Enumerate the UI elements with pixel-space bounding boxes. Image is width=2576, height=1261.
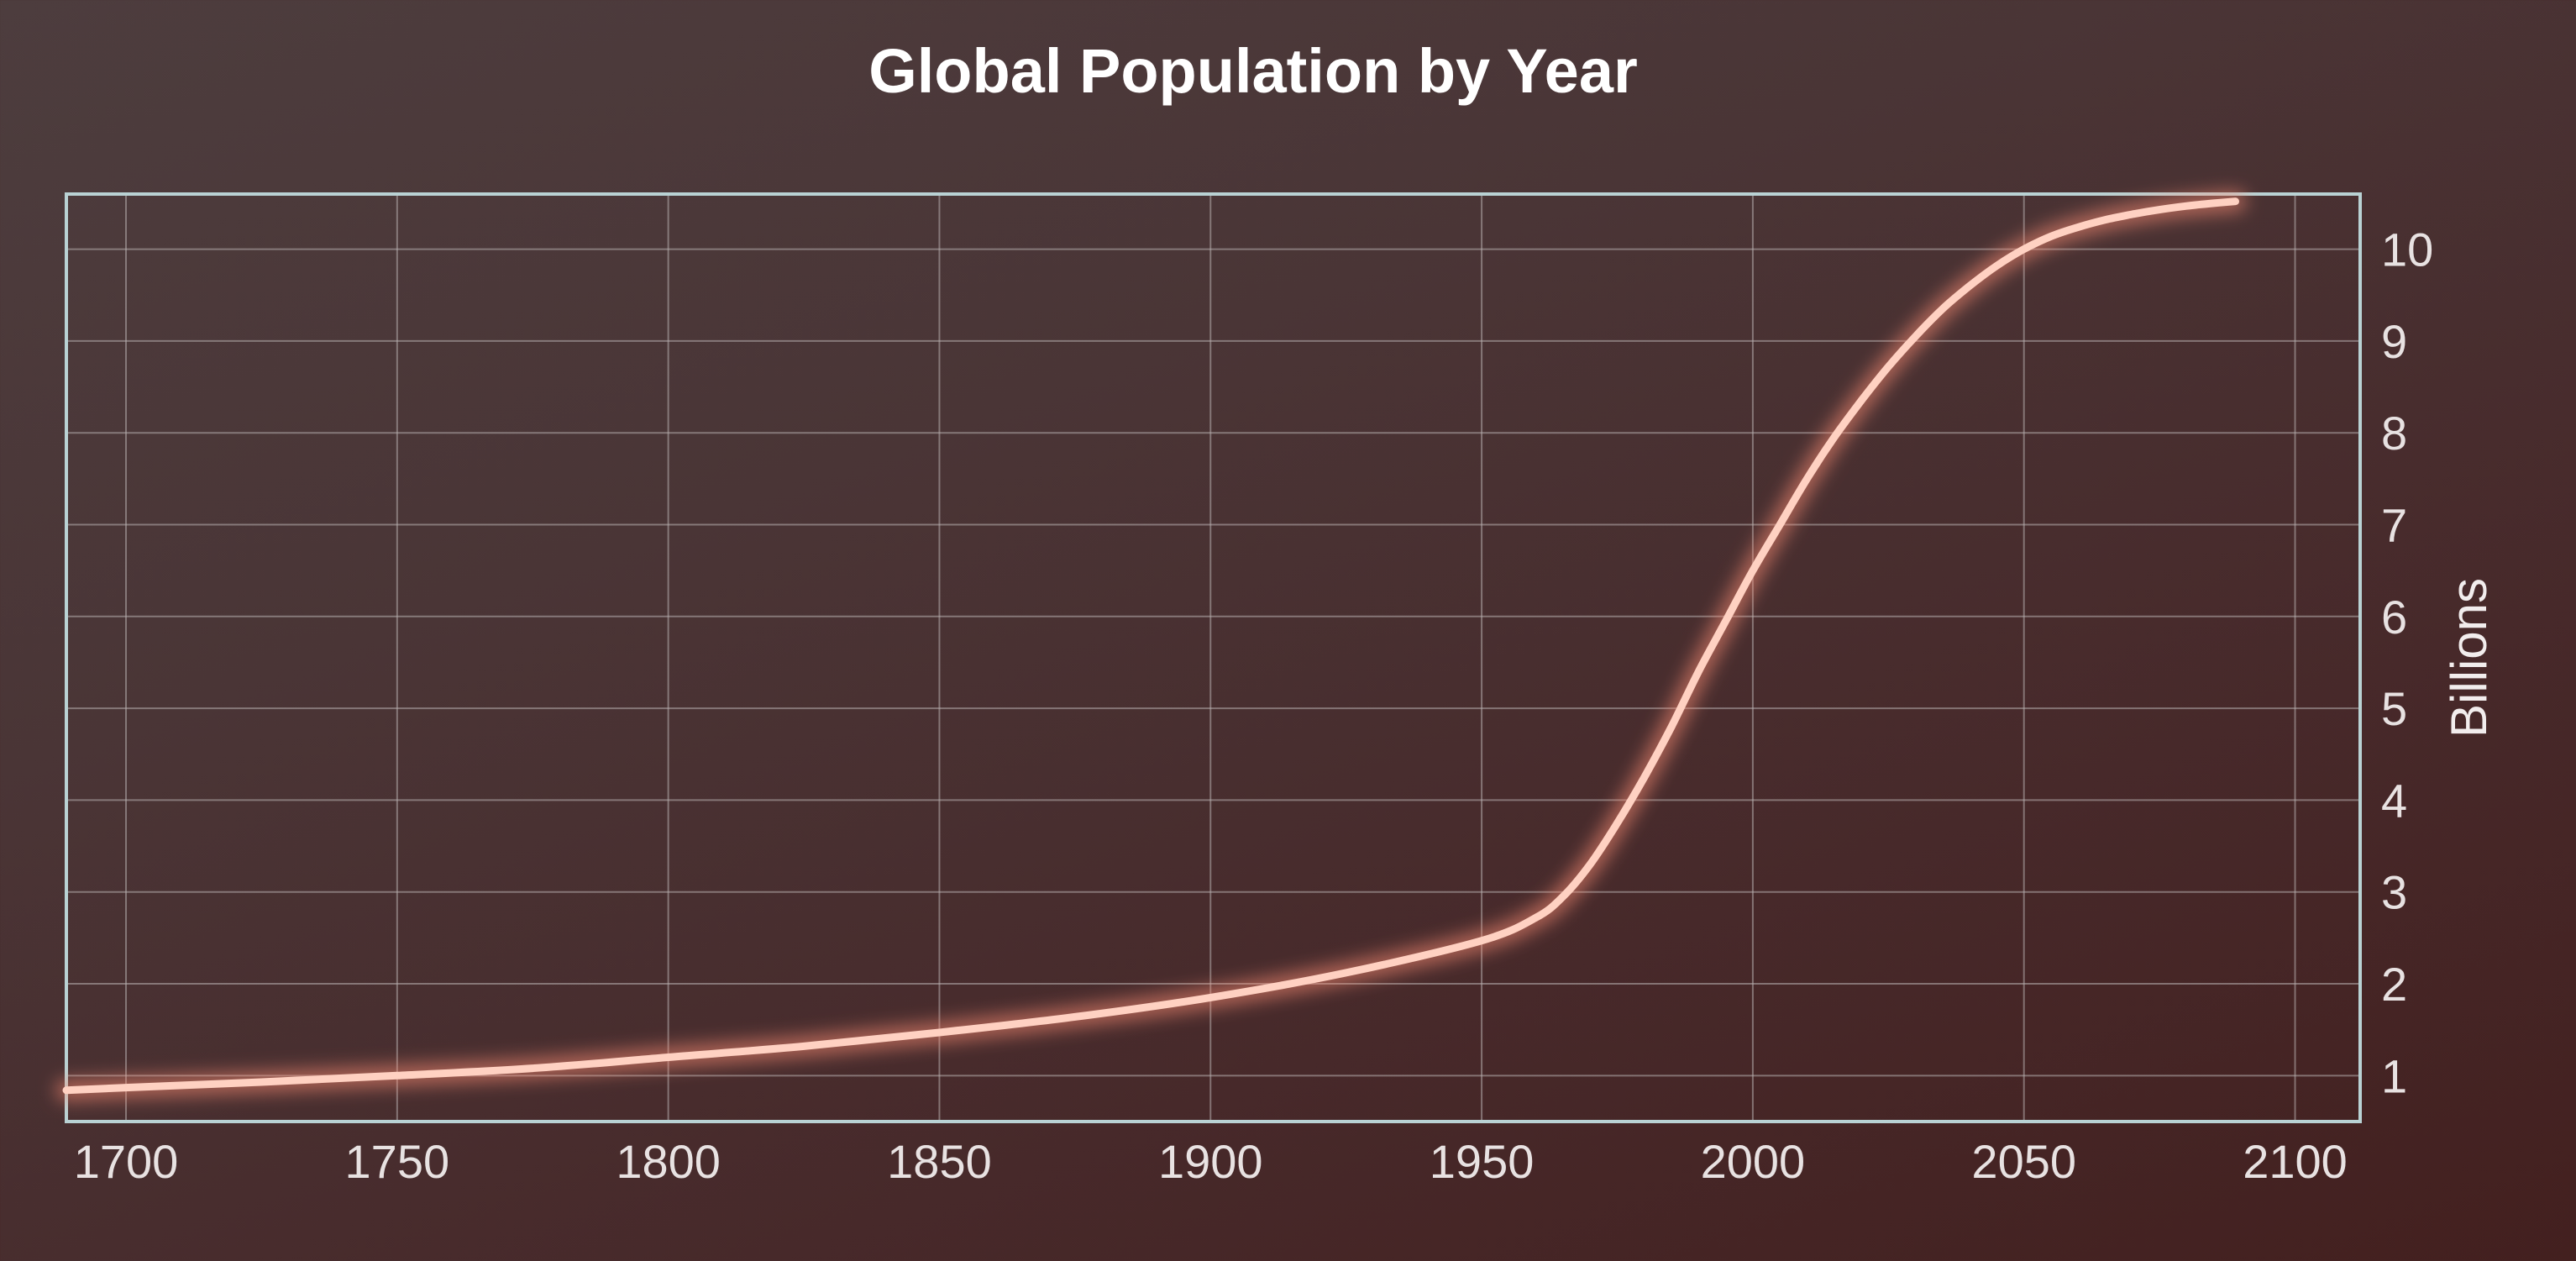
y-tick-label-2: 2 (2381, 958, 2407, 1011)
x-tick-label-1800: 1800 (616, 1135, 721, 1188)
plot-frame (65, 192, 2362, 1123)
x-tick-label-1750: 1750 (345, 1135, 450, 1188)
x-tick-label-2050: 2050 (1971, 1135, 2076, 1188)
x-tick-label-2000: 2000 (1701, 1135, 1806, 1188)
x-tick-label-1950: 1950 (1430, 1135, 1535, 1188)
series-line-population (62, 197, 2239, 1095)
y-tick-label-10: 10 (2381, 223, 2433, 276)
x-tick-label-1900: 1900 (1158, 1135, 1263, 1188)
x-tick-label-1700: 1700 (74, 1135, 179, 1188)
x-tick-label-1850: 1850 (887, 1135, 992, 1188)
series-line-glow (55, 190, 2247, 1101)
y-axis-label: Billions (2441, 578, 2497, 738)
y-tick-label-3: 3 (2381, 866, 2407, 919)
y-axis-ticks: 1 2 3 4 5 6 7 8 9 10 (2381, 223, 2433, 1103)
y-tick-label-5: 5 (2381, 682, 2407, 735)
y-tick-label-6: 6 (2381, 591, 2407, 644)
grid-lines (66, 194, 2360, 1122)
chart-title: Global Population by Year (868, 36, 1638, 106)
y-tick-label-1: 1 (2381, 1049, 2407, 1102)
y-tick-label-8: 8 (2381, 407, 2407, 460)
series-layer (55, 190, 2247, 1101)
x-axis-ticks: 1700 1750 1800 1850 1900 1950 2000 2050 2100 (74, 1135, 2348, 1188)
y-tick-label-7: 7 (2381, 499, 2407, 552)
y-tick-label-9: 9 (2381, 315, 2407, 368)
x-tick-label-2100: 2100 (2243, 1135, 2348, 1188)
y-tick-label-4: 4 (2381, 774, 2407, 827)
